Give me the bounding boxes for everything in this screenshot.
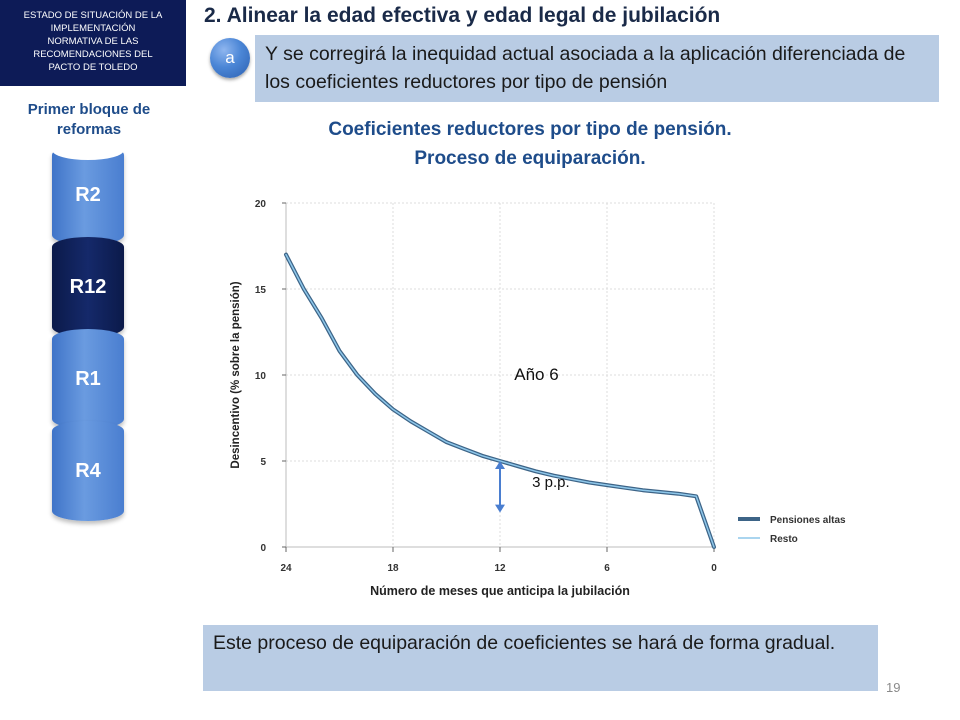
- sidebar-title-line: reformas: [56, 121, 122, 138]
- gap-arrow-head-up: [495, 461, 505, 469]
- gap-annotation: 3 p.p.: [532, 474, 570, 491]
- intro-text-box: Y se corregirá la inequidad actual asoci…: [255, 35, 939, 102]
- x-tick-label: 0: [711, 563, 717, 574]
- line-chart: 0 5 10 15 20 24 18 12 6 0 Número de meses que anti…: [230, 199, 846, 598]
- sidebar-title: Primer bloque de reformas: [14, 100, 164, 140]
- reform-item-r2: R2: [52, 145, 124, 245]
- x-tick-label: 24: [280, 563, 292, 574]
- sidebar-title-line: Primer bloque de: [27, 101, 151, 118]
- reform-item-r4: R4: [52, 421, 124, 521]
- header-line: NORMATIVA DE LAS: [47, 36, 139, 47]
- slide-title: 2. Alinear la edad efectiva y edad legal…: [204, 4, 721, 27]
- header-line: IMPLEMENTACIÓN: [50, 23, 136, 34]
- chart-title-line: Proceso de equiparación.: [414, 148, 646, 169]
- x-tick-label: 18: [387, 563, 399, 574]
- y-tick-label: 15: [255, 285, 267, 296]
- header-line: RECOMENDACIONES DEL: [33, 49, 153, 60]
- page-number: 19: [886, 680, 901, 695]
- y-tick-label: 20: [255, 199, 267, 210]
- reform-item-r12: R12: [52, 237, 124, 337]
- year-annotation: Año 6: [514, 365, 558, 384]
- x-tick-label: 6: [604, 563, 610, 574]
- y-tick-label: 0: [260, 543, 266, 554]
- x-tick-label: 12: [494, 563, 506, 574]
- y-axis-label: Desincentivo (% sobre la pensión): [230, 281, 242, 468]
- reform-item-r1: R1: [52, 329, 124, 429]
- gap-arrow-head-down: [495, 504, 505, 513]
- stack-top-cap: [52, 140, 124, 160]
- legend-label: Pensiones altas: [770, 515, 846, 526]
- reform-stack: R2 R12 R1 R4: [52, 140, 124, 525]
- y-tick-label: 5: [260, 457, 266, 468]
- x-axis-label: Número de meses que anticipa la jubilaci…: [370, 584, 630, 598]
- chart-title-line: Coeficientes reductores por tipo de pens…: [328, 119, 732, 140]
- report-header-box: ESTADO DE SITUACIÓN DE LA IMPLEMENTACIÓN…: [0, 0, 186, 86]
- header-line: ESTADO DE SITUACIÓN DE LA: [23, 10, 163, 21]
- y-tick-label: 10: [255, 371, 267, 382]
- footer-note-box: Este proceso de equiparación de coeficie…: [203, 625, 878, 691]
- chart-title: Coeficientes reductores por tipo de pens…: [230, 115, 830, 173]
- header-line: PACTO DE TOLEDO: [48, 62, 138, 73]
- item-badge-a: a: [210, 38, 250, 78]
- legend-label: Resto: [770, 534, 798, 545]
